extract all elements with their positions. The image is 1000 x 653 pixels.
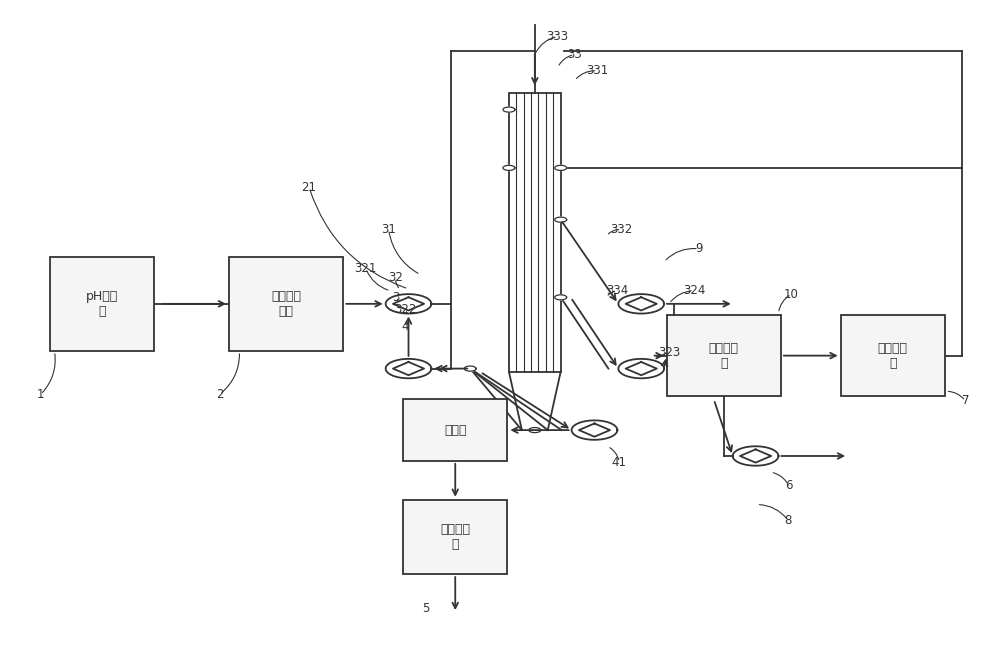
Bar [403,500,507,574]
Polygon shape [529,428,541,433]
Text: pH调节
池: pH调节 池 [86,290,118,318]
Polygon shape [555,217,567,222]
Text: 离心机: 离心机 [444,424,466,437]
Text: 5: 5 [422,601,429,614]
Text: 321: 321 [355,262,377,275]
Text: 32: 32 [388,272,403,285]
Polygon shape [503,165,515,170]
Text: 10: 10 [784,287,799,300]
Bar [229,257,343,351]
Text: 33: 33 [567,48,582,61]
Text: 323: 323 [658,346,680,359]
Text: 干燥包装
机: 干燥包装 机 [440,523,470,551]
Bar [50,257,154,351]
Bar [841,315,945,396]
Bar [403,400,507,461]
Polygon shape [503,107,515,112]
Text: 1: 1 [37,388,44,401]
Text: 7: 7 [962,394,969,407]
Text: 324: 324 [683,285,705,297]
Text: 31: 31 [381,223,396,236]
Text: 3: 3 [392,291,399,304]
Text: 脂肪酸净
化器: 脂肪酸净 化器 [271,290,301,318]
Text: 8: 8 [785,514,792,527]
Text: 6: 6 [785,479,792,492]
Text: 41: 41 [612,456,627,469]
Bar [667,315,781,396]
Text: 蒸汽压缩
机: 蒸汽压缩 机 [878,342,908,370]
Text: 333: 333 [547,30,569,43]
Text: 4: 4 [402,320,409,333]
Text: 332: 332 [610,223,632,236]
Text: 2: 2 [216,388,223,401]
Text: 322: 322 [394,302,417,315]
Text: 蒸汽净化
器: 蒸汽净化 器 [709,342,739,370]
Text: 21: 21 [302,181,317,194]
Text: 9: 9 [695,242,703,255]
Text: 334: 334 [606,285,628,297]
Polygon shape [555,295,567,300]
Polygon shape [464,366,476,371]
Bar [509,93,561,372]
Polygon shape [555,165,567,170]
Text: 331: 331 [586,64,609,77]
